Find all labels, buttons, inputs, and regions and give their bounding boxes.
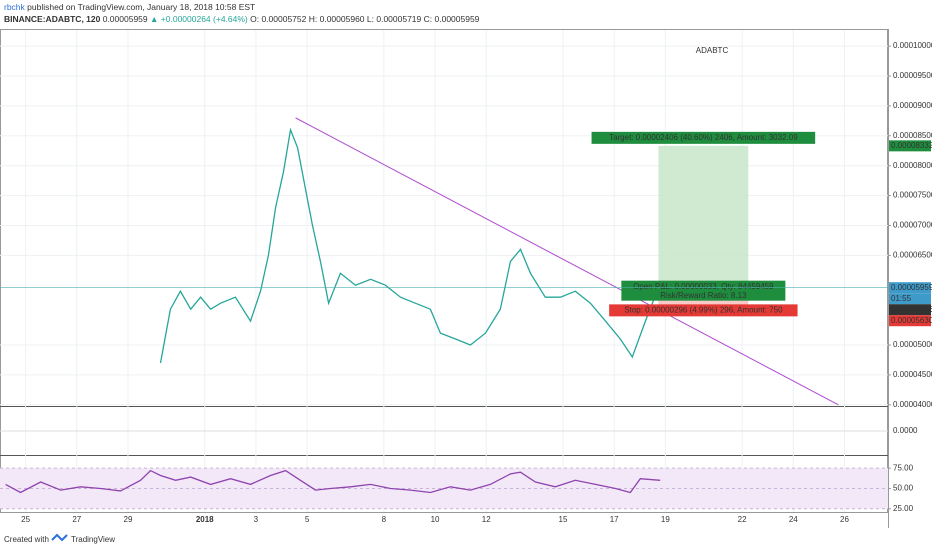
target-text: Target: 0.00002406 (40.60%) 2406, Amount…: [609, 133, 798, 142]
price-tag-label: 0.00005630: [891, 316, 932, 325]
open-pnl: Open P&L: 0.00000033, Qty: 84459459: [633, 282, 774, 291]
x-tick-label: 10: [431, 515, 440, 524]
price-tag: [889, 140, 931, 152]
low: L: 0.00005719: [367, 14, 422, 24]
stop-text-box: [609, 304, 798, 317]
y-tick-label: 0.0000: [893, 426, 918, 435]
x-tick-label: 19: [661, 515, 670, 524]
y-tick-label: 0.00010000: [893, 41, 932, 50]
header-line-2: BINANCE:ADABTC, 120 0.00005959 ▲ +0.0000…: [4, 14, 480, 24]
target-zone: [658, 145, 749, 290]
footer-created: Created with: [4, 535, 49, 544]
price-tag-label: 0.00008332: [891, 141, 932, 150]
x-tick-label: 24: [789, 515, 798, 524]
y-tick-label: 0.00004000: [893, 400, 932, 409]
x-tick-label: 22: [738, 515, 747, 524]
logo: [51, 533, 68, 542]
footer-brand[interactable]: TradingView: [71, 535, 115, 544]
header-line-1: rbchk published on TradingView.com, Janu…: [4, 2, 255, 12]
target-text-box: [591, 131, 816, 144]
series-line: [5, 469, 661, 494]
symbol: BINANCE:ADABTC, 120: [4, 14, 101, 24]
symbol-label: ADABTC: [696, 46, 729, 55]
published: published on TradingView.com, January 18…: [27, 2, 255, 12]
price-tag-label: 0.00005926: [891, 305, 932, 314]
x-tick-label: 3: [254, 515, 259, 524]
x-tick-label: 12: [482, 515, 491, 524]
y-tick-label: 0.00009000: [893, 101, 932, 110]
author[interactable]: rbchk: [4, 2, 26, 12]
chart-layer: 25 27 29 2018 3 5 8 10 12 15 17 19 22 24 26 0.00010000 0…: [0, 30, 932, 524]
stop-text: Stop: 0.00000296 (4.99%) 296, Amount: 75…: [624, 305, 783, 314]
price-tag: [889, 304, 931, 316]
y-tick-label: 0.00006500: [893, 250, 932, 259]
y-tick-label: 0.00007000: [893, 221, 932, 230]
y-tick-label: 0.00009500: [893, 71, 932, 80]
x-tick-label: 5: [305, 515, 310, 524]
risk-reward: Risk/Reward Ratio: 8.13: [660, 291, 747, 300]
countdown-tag: [889, 293, 931, 305]
x-tick-label: 25: [21, 515, 30, 524]
trendline: [295, 117, 839, 406]
y-tick-label: 75.00: [893, 463, 914, 472]
close: C: 0.00005959: [424, 14, 480, 24]
price-tag: [889, 315, 931, 327]
y-tick-label: 0.00007500: [893, 191, 932, 200]
open: O: 0.00005752: [250, 14, 307, 24]
series-line: [159, 127, 660, 364]
pnl-box: [621, 280, 786, 301]
x-tick-label: 15: [559, 515, 568, 524]
x-tick-label: 8: [382, 515, 387, 524]
price: 0.00005959: [103, 14, 148, 24]
chart-frame: [0, 29, 888, 513]
price-tag: [889, 282, 931, 294]
x-tick-label: 27: [72, 515, 81, 524]
y-tick-label: 0.00004500: [893, 370, 932, 379]
x-tick-label: 2018: [196, 515, 214, 524]
y-tick-label: 0.00005000: [893, 340, 932, 349]
high: H: 0.00005960: [309, 14, 365, 24]
x-tick-label: 26: [840, 515, 849, 524]
countdown: 01:55: [891, 294, 912, 303]
x-tick-label: 17: [610, 515, 619, 524]
y-tick-label: 0.00008000: [893, 161, 932, 170]
x-tick-label: 29: [124, 515, 133, 524]
y-tick-label: 0.00008500: [893, 131, 932, 140]
change: ▲ +0.00000264 (+4.64%): [150, 14, 248, 24]
y-tick-label: 50.00: [893, 484, 914, 493]
y-tick-label: 25.00: [893, 504, 914, 513]
price-tag-label: 0.00005959: [891, 283, 932, 292]
